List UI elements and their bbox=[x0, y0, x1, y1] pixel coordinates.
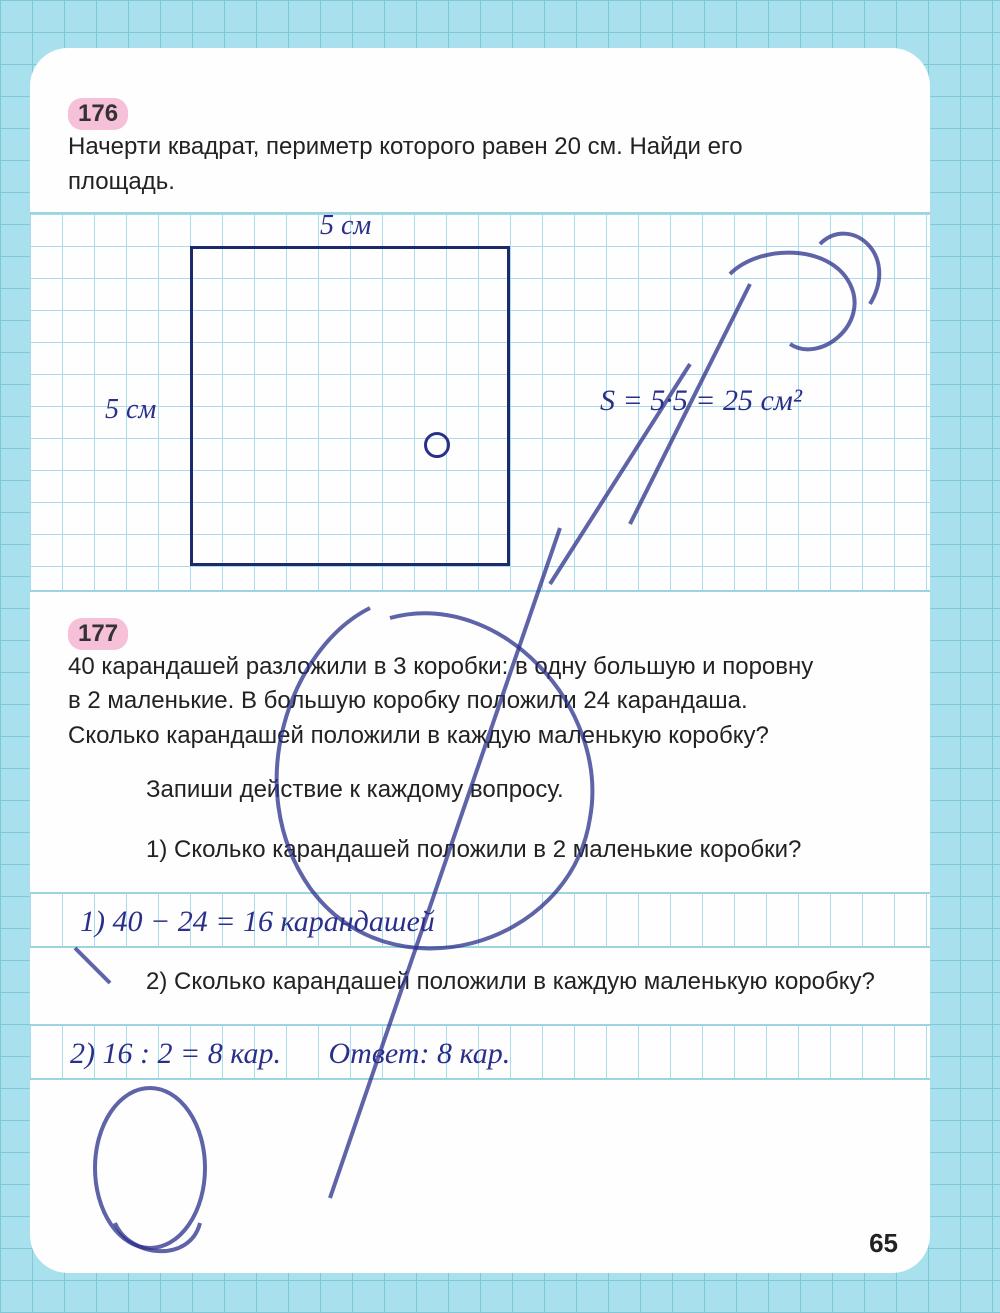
answer-1-text: 1) 40 − 24 = 16 карандашей bbox=[80, 905, 435, 938]
problem-text-176: Начерти квадрат, периметр которого равен… bbox=[68, 130, 828, 200]
drawing-grid-176: 5 см 5 см S = 5·5 = 25 см² bbox=[30, 212, 930, 592]
hand-circle-small bbox=[424, 432, 450, 458]
workbook-page: 176 Начерти квадрат, периметр которого р… bbox=[30, 48, 930, 1273]
problem-text-177: 40 карандашей разложили в 3 коробки: в о… bbox=[68, 650, 828, 754]
problem-177: 177 40 карандашей разложили в 3 коробки:… bbox=[68, 618, 892, 754]
question-1: 1) Сколько карандашей положили в 2 мален… bbox=[146, 832, 892, 868]
problem-176: 176 Начерти квадрат, периметр которого р… bbox=[68, 98, 892, 200]
problem-number-177: 177 bbox=[68, 618, 128, 650]
page-number: 65 bbox=[869, 1228, 898, 1259]
drawn-square bbox=[190, 246, 510, 566]
side-label-left: 5 см bbox=[105, 394, 156, 426]
problem-number-176: 176 bbox=[68, 98, 128, 130]
answer-2-calc: 2) 16 : 2 = 8 кар. bbox=[70, 1037, 281, 1070]
question-2: 2) Сколько карандашей положили в каждую … bbox=[146, 964, 892, 1000]
prompt-177: Запиши действие к каждому вопросу. bbox=[146, 772, 892, 808]
answer-row-1: 1) 40 − 24 = 16 карандашей bbox=[30, 892, 930, 948]
side-label-top: 5 см bbox=[320, 210, 371, 242]
answer-2-final: Ответ: 8 кар. bbox=[329, 1037, 511, 1070]
answer-row-2: 2) 16 : 2 = 8 кар. Ответ: 8 кар. bbox=[30, 1024, 930, 1080]
area-formula: S = 5·5 = 25 см² bbox=[600, 384, 802, 418]
